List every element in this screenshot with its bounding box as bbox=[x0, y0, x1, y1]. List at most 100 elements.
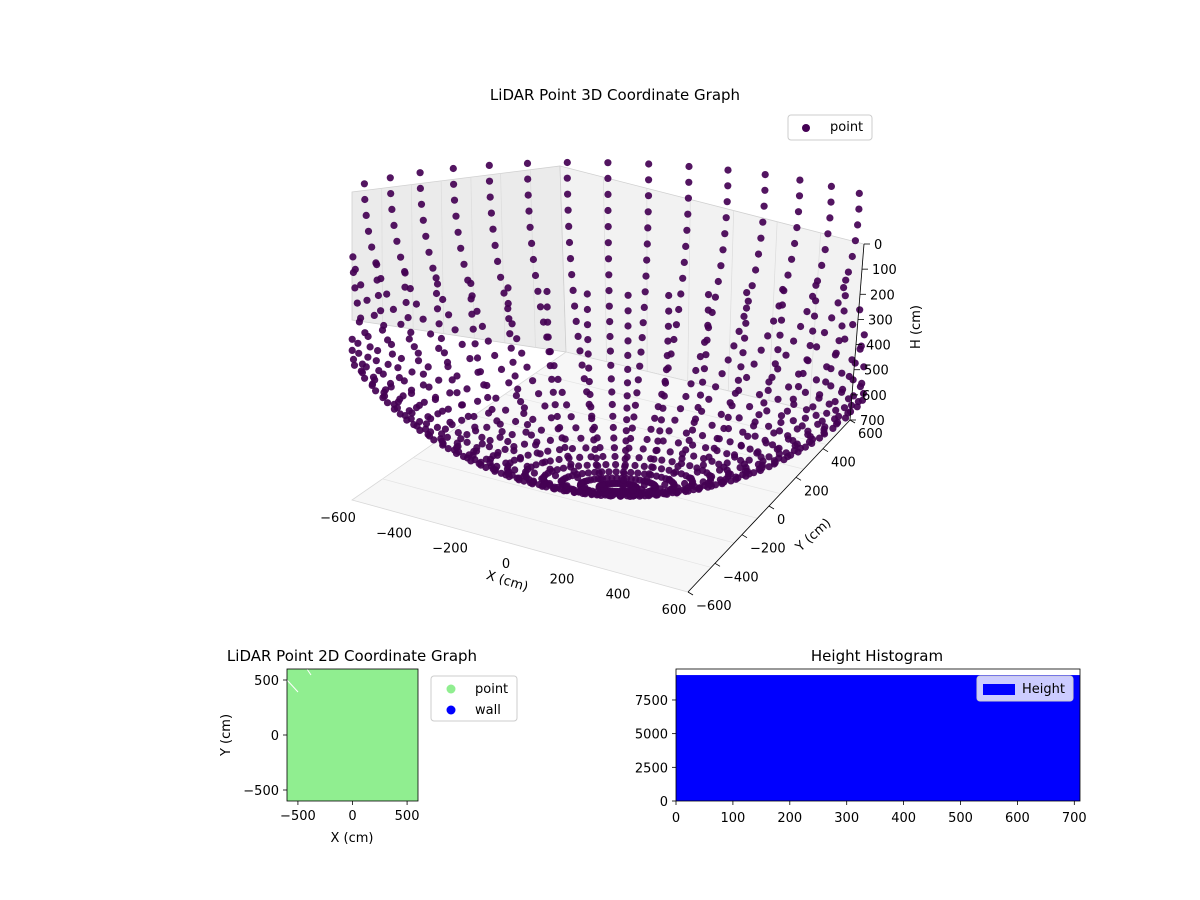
data-point bbox=[801, 414, 810, 422]
data-point bbox=[745, 456, 753, 464]
data-point bbox=[591, 445, 599, 453]
data-point bbox=[584, 469, 592, 477]
data-point bbox=[644, 224, 652, 232]
data-point bbox=[530, 469, 539, 477]
data-point bbox=[639, 445, 647, 453]
y-tick-label: −200 bbox=[750, 542, 786, 557]
data-point bbox=[605, 302, 613, 310]
data-point bbox=[444, 363, 452, 371]
x-tick-label: 400 bbox=[606, 588, 631, 603]
data-point bbox=[388, 205, 396, 213]
data-point bbox=[705, 453, 713, 461]
data-point bbox=[506, 330, 514, 338]
data-point bbox=[380, 388, 388, 396]
data-point bbox=[644, 192, 653, 200]
data-point bbox=[604, 255, 613, 263]
data-point bbox=[517, 398, 525, 406]
data-point bbox=[567, 413, 575, 421]
data-point bbox=[768, 373, 776, 381]
data-point bbox=[470, 412, 478, 421]
data-point bbox=[514, 385, 522, 393]
data-point bbox=[543, 303, 551, 311]
data-point bbox=[390, 400, 398, 408]
data-point bbox=[828, 314, 836, 322]
data-point bbox=[582, 444, 590, 452]
data-point bbox=[415, 401, 423, 409]
data-point bbox=[620, 476, 628, 484]
data-point bbox=[374, 291, 382, 300]
data-point bbox=[840, 284, 848, 292]
data-point bbox=[680, 258, 688, 266]
data-point bbox=[640, 462, 648, 470]
data-point bbox=[507, 344, 515, 352]
data-point bbox=[731, 389, 740, 397]
data-point bbox=[677, 470, 686, 478]
data-point bbox=[682, 446, 690, 454]
data-point bbox=[361, 374, 369, 382]
data-point bbox=[400, 377, 408, 385]
data-point bbox=[665, 307, 673, 315]
data-point bbox=[563, 174, 571, 182]
z-tick-label: 400 bbox=[866, 339, 891, 354]
x-tick-label-hist: 700 bbox=[1062, 811, 1087, 826]
data-point bbox=[396, 395, 404, 403]
data-point bbox=[693, 468, 702, 476]
data-point bbox=[665, 291, 673, 300]
data-point bbox=[662, 366, 671, 374]
data-point bbox=[585, 364, 593, 372]
data-point bbox=[606, 318, 614, 326]
data-point bbox=[348, 346, 356, 354]
x-tick-label-hist: 200 bbox=[777, 811, 802, 826]
data-point bbox=[661, 481, 669, 489]
data-point bbox=[353, 299, 361, 307]
data-point bbox=[793, 440, 801, 448]
grid-line bbox=[382, 478, 712, 568]
data-point bbox=[361, 195, 369, 204]
z-tick-label: 700 bbox=[860, 414, 885, 429]
data-point bbox=[645, 470, 653, 478]
data-point bbox=[841, 414, 850, 422]
data-point bbox=[648, 463, 656, 471]
data-point bbox=[841, 292, 849, 300]
data-point bbox=[478, 440, 486, 448]
data-point bbox=[844, 268, 853, 276]
data-point bbox=[659, 437, 667, 445]
data-point bbox=[449, 164, 457, 173]
data-point bbox=[363, 296, 371, 304]
data-point bbox=[831, 351, 840, 359]
data-point bbox=[610, 444, 619, 452]
data-point bbox=[588, 415, 596, 423]
data-point bbox=[670, 335, 678, 344]
data-point bbox=[397, 253, 405, 261]
data-point bbox=[404, 314, 412, 322]
data-point bbox=[682, 487, 690, 496]
data-point bbox=[801, 443, 810, 451]
data-point bbox=[684, 210, 692, 218]
y-tick-label-2d: −500 bbox=[243, 784, 279, 799]
data-point bbox=[463, 385, 471, 393]
data-point bbox=[541, 402, 549, 410]
data-point bbox=[724, 166, 732, 174]
data-point bbox=[427, 428, 435, 436]
data-point bbox=[665, 475, 674, 483]
data-point bbox=[401, 412, 409, 420]
data-point bbox=[752, 266, 760, 274]
data-point bbox=[469, 325, 477, 333]
data-point bbox=[491, 351, 499, 360]
data-point bbox=[572, 317, 580, 325]
data-point bbox=[529, 415, 537, 423]
data-point bbox=[585, 378, 593, 386]
legend-2d-point-label: point bbox=[475, 682, 508, 697]
data-point bbox=[594, 462, 602, 470]
data-point bbox=[705, 395, 713, 403]
data-point bbox=[373, 276, 381, 284]
data-point bbox=[821, 423, 829, 431]
gap-mark bbox=[286, 679, 299, 693]
data-point bbox=[676, 405, 685, 413]
y-tick-label-2d: 0 bbox=[271, 729, 279, 744]
data-point bbox=[760, 399, 768, 407]
data-point bbox=[699, 378, 707, 386]
